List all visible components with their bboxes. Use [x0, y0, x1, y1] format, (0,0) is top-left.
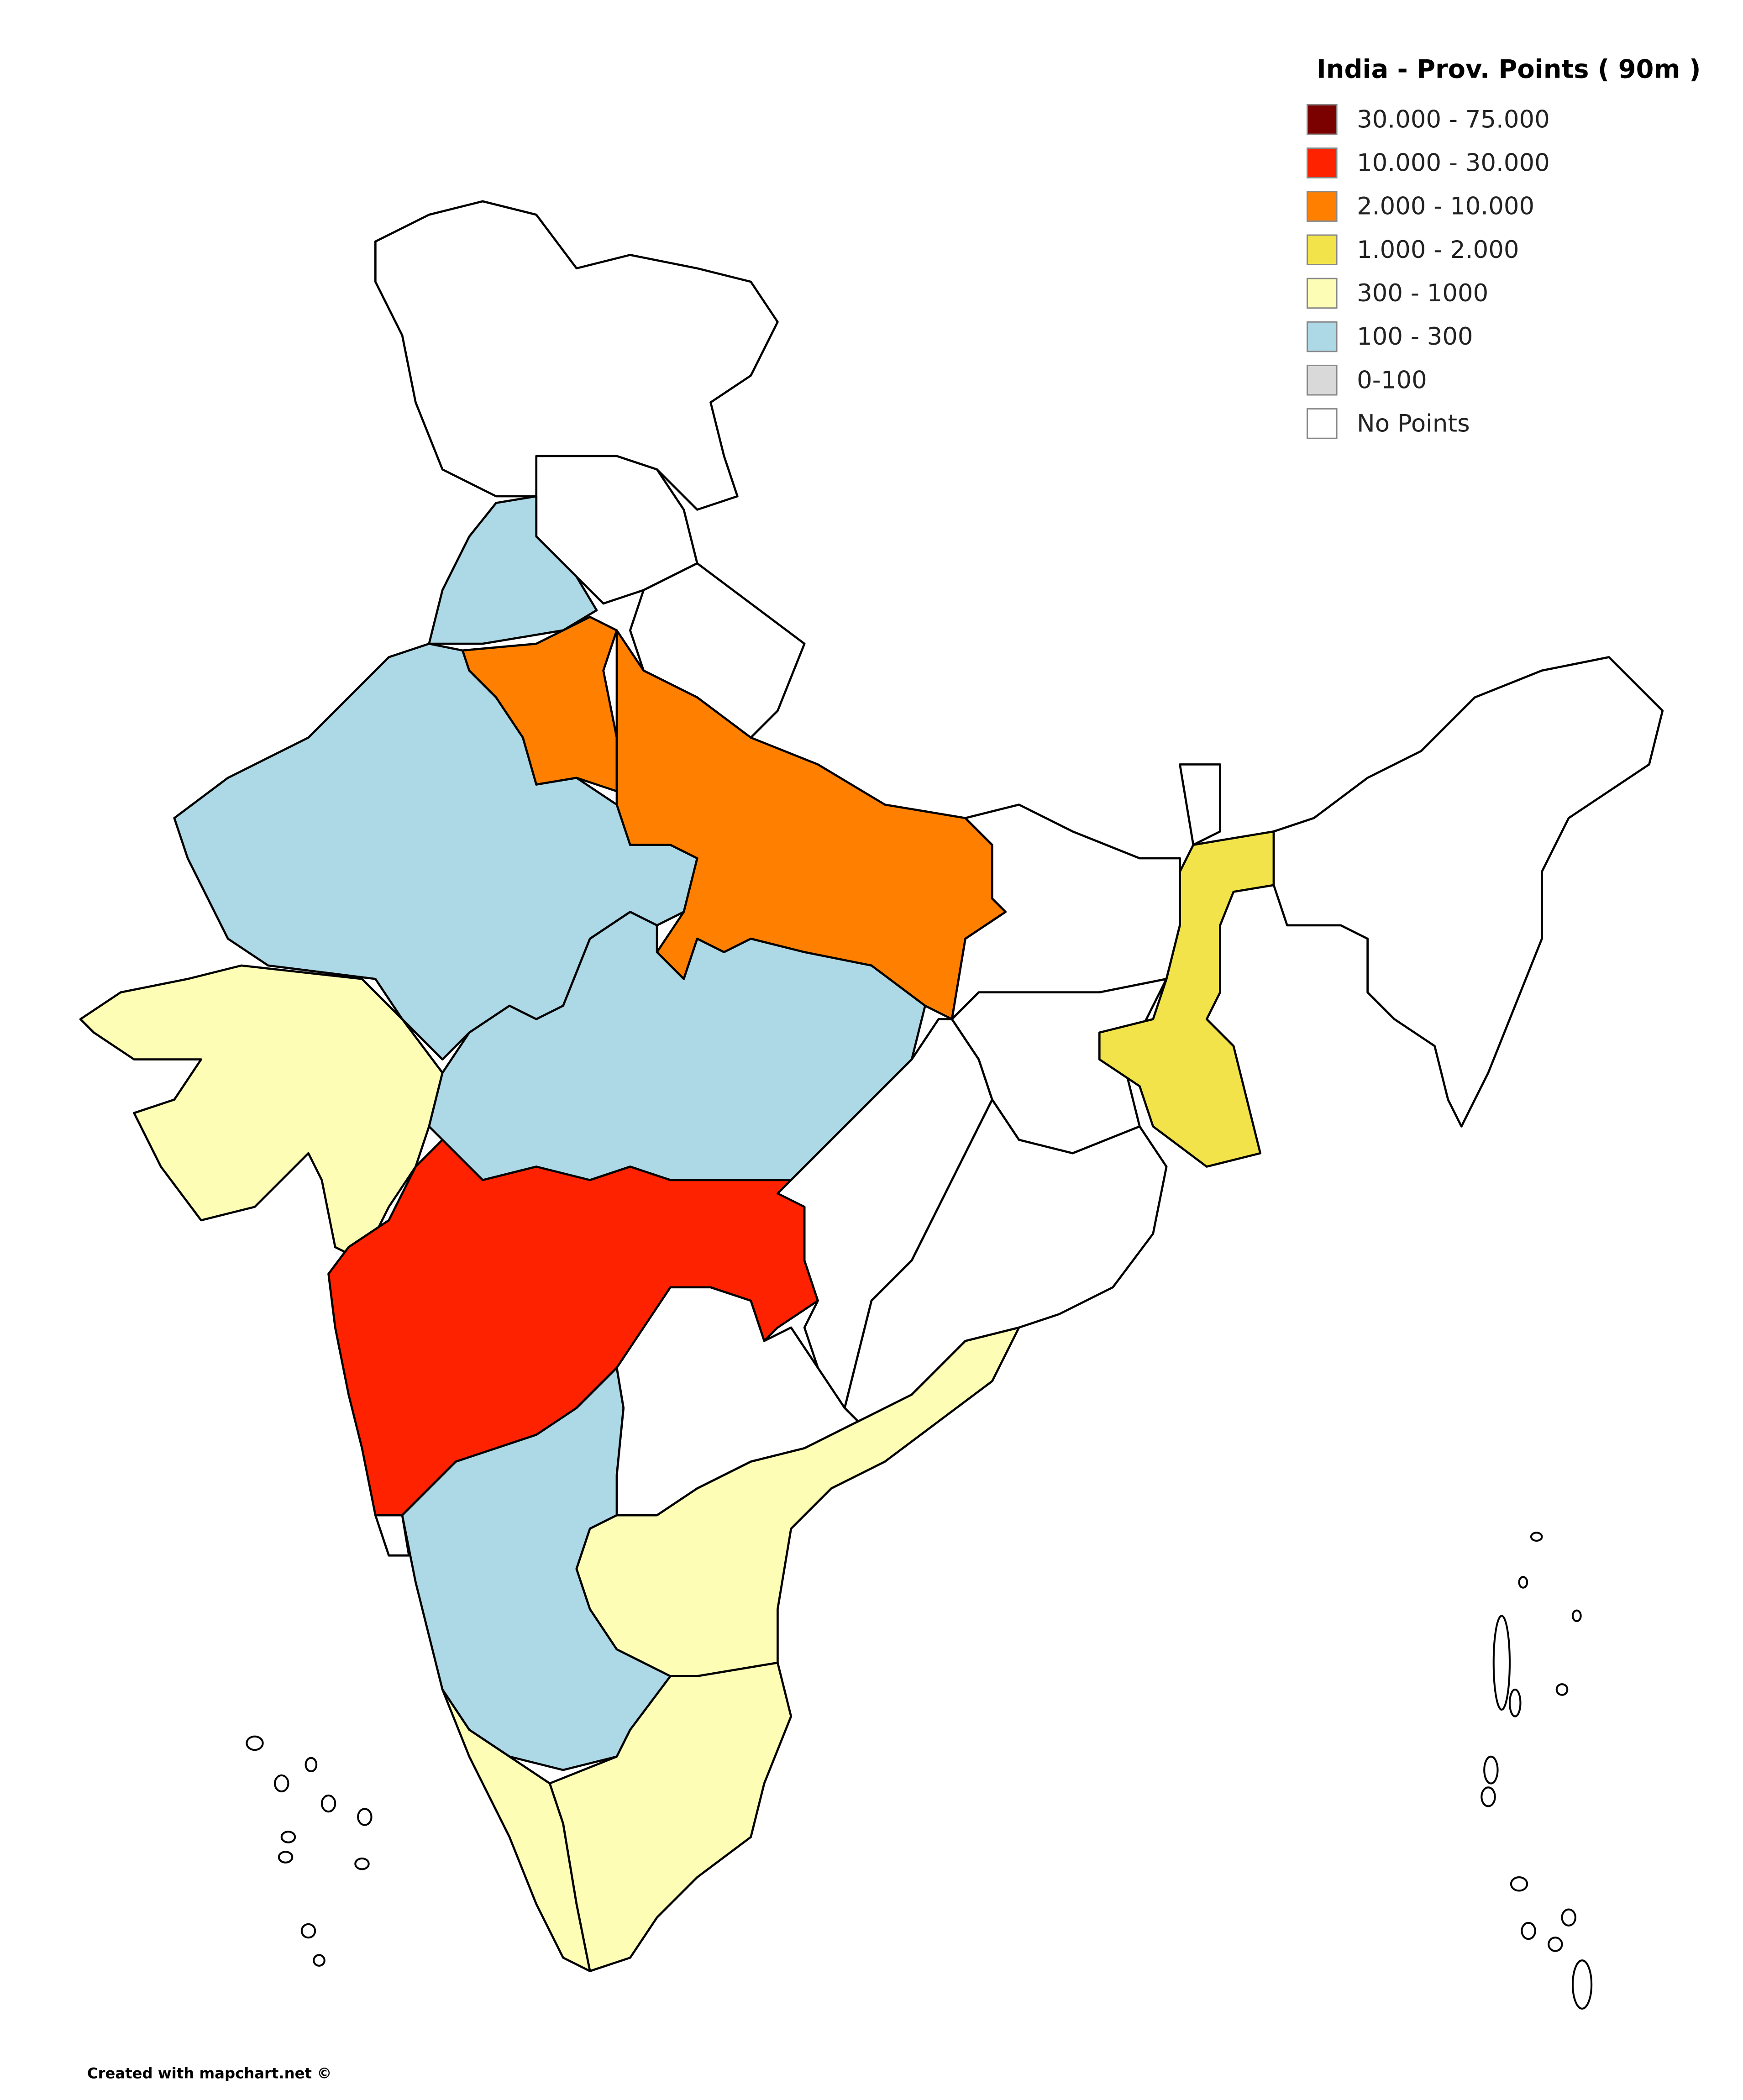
island	[1480, 1786, 1496, 1807]
legend-swatch	[1307, 191, 1338, 222]
legend-title: India - Prov. Points ( 90m )	[1317, 55, 1701, 84]
credit: Created with mapchart.net ©	[87, 2065, 332, 2082]
legend-label: 10.000 - 30.000	[1357, 149, 1550, 177]
region	[441, 1688, 591, 1973]
legend-swatch	[1307, 321, 1338, 352]
legend-label: 1.000 - 2.000	[1357, 236, 1519, 264]
island	[304, 1757, 318, 1773]
region	[575, 1326, 1020, 1677]
island	[1571, 1959, 1593, 2010]
island	[1483, 1755, 1499, 1785]
island	[354, 1857, 370, 1870]
island	[1492, 1615, 1511, 1711]
legend-label: 2.000 - 10.000	[1357, 193, 1534, 220]
region	[1179, 763, 1221, 846]
regions	[79, 200, 1664, 1973]
island	[1555, 1683, 1569, 1696]
legend-label: 100 - 300	[1357, 323, 1473, 351]
island	[357, 1808, 373, 1826]
legend-label: 300 - 1000	[1357, 279, 1488, 307]
legend-swatch	[1307, 408, 1338, 439]
island	[278, 1851, 294, 1864]
island	[1548, 1937, 1563, 1952]
island	[300, 1923, 316, 1939]
legend-label: 0-100	[1357, 366, 1427, 394]
legend: 30.000 - 75.000 10.000 - 30.000 2.000 - 10…	[1307, 104, 1550, 439]
legend-label: 30.000 - 75.000	[1357, 105, 1550, 133]
island	[313, 1954, 326, 1967]
island	[246, 1735, 264, 1751]
legend-swatch	[1307, 278, 1338, 309]
island	[1510, 1876, 1528, 1892]
legend-label: No Points	[1357, 410, 1470, 437]
region	[79, 964, 444, 1262]
island	[1518, 1576, 1528, 1589]
legend-swatch	[1307, 147, 1338, 178]
region	[1098, 830, 1275, 1168]
region	[374, 1514, 410, 1557]
legend-swatch	[1307, 104, 1338, 135]
island	[1561, 1908, 1576, 1927]
island	[1571, 1609, 1582, 1622]
legend-swatch	[1307, 364, 1338, 396]
region	[1272, 656, 1664, 1128]
island	[274, 1774, 289, 1793]
region	[843, 1098, 1168, 1423]
region	[629, 562, 806, 739]
region	[374, 200, 779, 511]
islands	[246, 1532, 1593, 2010]
island	[320, 1794, 336, 1813]
island	[1530, 1532, 1543, 1542]
island	[1508, 1688, 1522, 1717]
island	[1521, 1922, 1536, 1940]
island	[280, 1831, 296, 1843]
legend-swatch	[1307, 234, 1338, 266]
